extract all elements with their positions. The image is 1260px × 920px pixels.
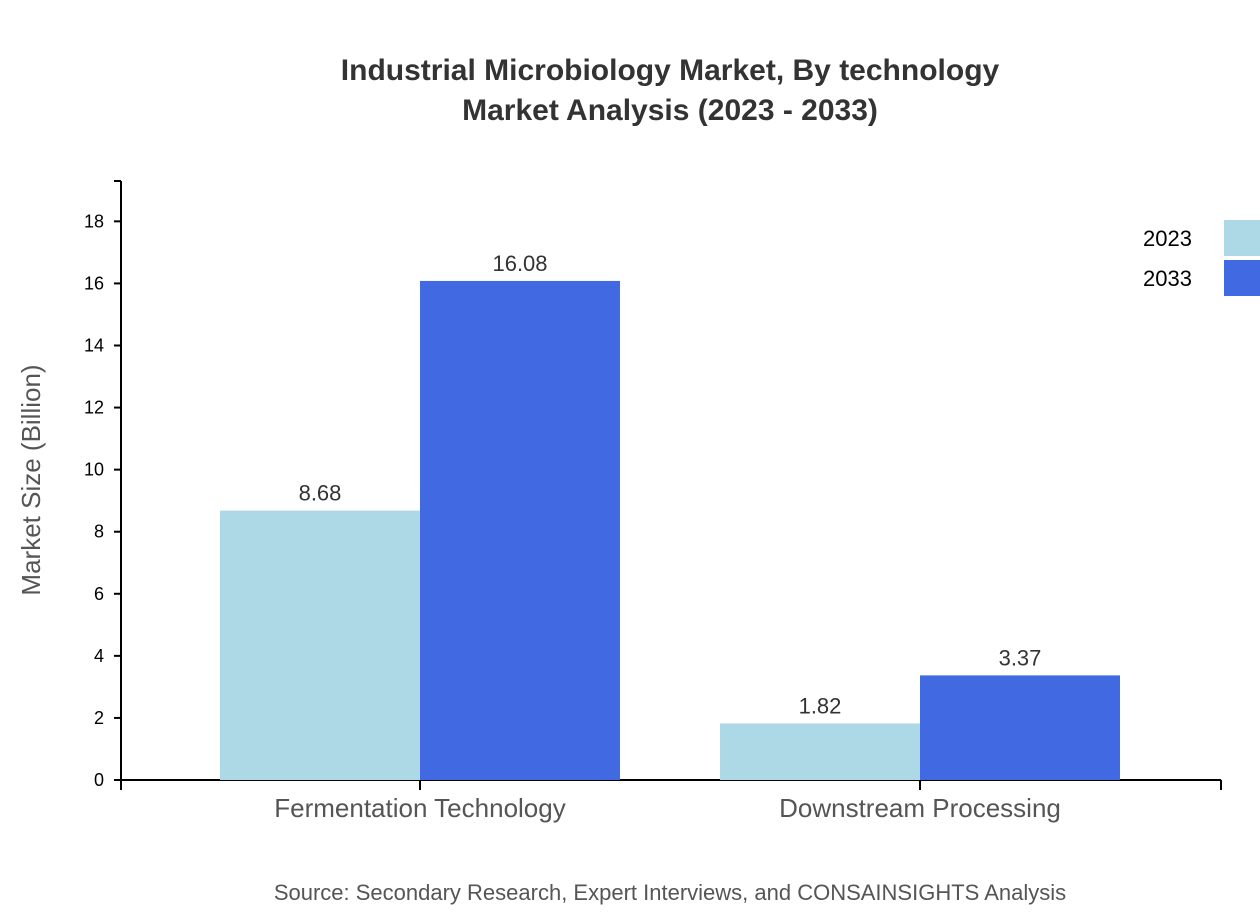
y-tick-label: 16 (84, 273, 104, 293)
x-tick-label: Downstream Processing (779, 793, 1061, 823)
legend: 2023 2033 (1143, 220, 1260, 296)
y-tick-label: 0 (94, 770, 104, 790)
y-tick-label: 2 (94, 708, 104, 728)
bar-2033 (420, 280, 620, 780)
chart-subtitle: Market Analysis (2023 - 2033) (462, 94, 878, 127)
data-label: 16.08 (492, 251, 547, 276)
y-axis-label: Market Size (Billion) (16, 364, 46, 595)
legend-label: 2023 (1143, 226, 1192, 251)
y-tick-label: 6 (94, 584, 104, 604)
chart-title: Industrial Microbiology Market, By techn… (341, 54, 1000, 87)
data-label: 1.82 (799, 694, 842, 719)
y-tick-label: 12 (84, 398, 104, 418)
legend-label: 2033 (1143, 266, 1192, 291)
bars: 8.68 16.08 1.82 3.37 (220, 251, 1120, 780)
y-tick-label: 8 (94, 522, 104, 542)
data-label: 3.37 (999, 645, 1042, 670)
y-tick-label: 4 (94, 646, 104, 666)
legend-swatch-2033 (1224, 260, 1260, 296)
bar-2023 (720, 723, 920, 780)
y-tick-label: 10 (84, 460, 104, 480)
y-tick-label: 18 (84, 211, 104, 231)
bar-2023 (220, 510, 420, 780)
source-note: Source: Secondary Research, Expert Inter… (274, 880, 1066, 905)
y-tick-label: 14 (84, 335, 104, 355)
legend-swatch-2023 (1224, 220, 1260, 256)
x-tick-label: Fermentation Technology (274, 793, 565, 823)
axes: 0 2 4 6 8 10 12 14 16 18 Fermentation Technology Do… (84, 180, 1222, 823)
bar-2033 (920, 675, 1120, 780)
data-label: 8.68 (299, 481, 342, 506)
